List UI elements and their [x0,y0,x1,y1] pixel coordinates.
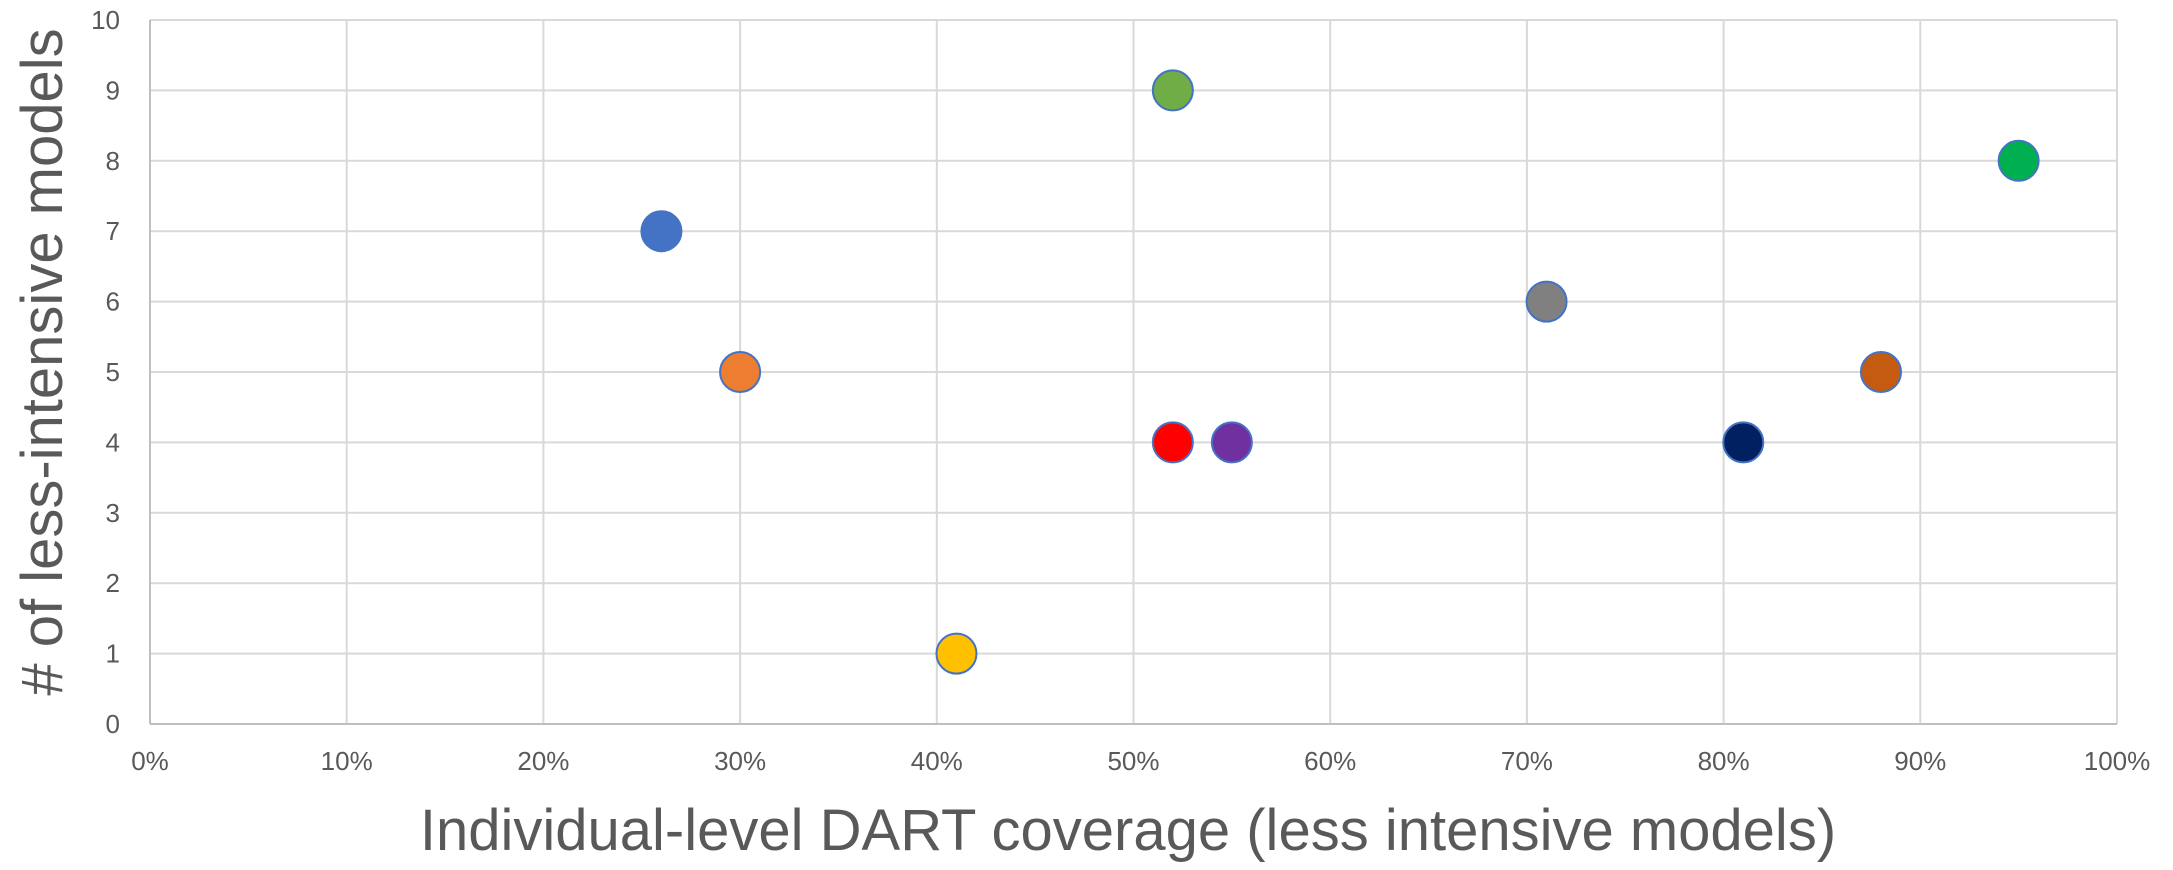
data-points [640,69,2040,675]
x-tick-label: 10% [321,746,373,776]
x-tick-label: 70% [1501,746,1553,776]
axes [149,20,2117,725]
y-tick-label: 5 [106,357,120,387]
x-tick-label: 90% [1894,746,1946,776]
data-point [719,351,762,393]
x-tick-label: 20% [517,746,569,776]
data-point [1525,280,1568,323]
y-tick-label: 6 [106,287,120,317]
y-tick-label: 4 [106,427,120,457]
y-axis-title: # of less-intensive models [10,28,75,695]
y-tick-label: 2 [106,568,120,598]
x-tick-label: 50% [1107,746,1159,776]
y-tick-label: 0 [106,709,120,739]
x-tick-label: 30% [714,746,766,776]
data-point [935,632,978,675]
y-tick-label: 9 [106,75,120,105]
x-tick-label: 40% [911,746,963,776]
x-tick-label: 60% [1304,746,1356,776]
y-tick-label: 8 [106,146,120,176]
gridlines [150,19,2118,724]
data-point [1859,351,1902,393]
y-tick-label: 1 [106,639,120,669]
data-point [640,210,683,253]
y-tick-label: 3 [106,498,120,528]
data-point [1151,69,1194,112]
x-tick-label: 80% [1698,746,1750,776]
data-point [1997,139,2040,182]
x-tick-label: 0% [131,746,169,776]
y-tick-label: 7 [106,216,120,246]
x-tick-labels: 0% 10% 20% 30% 40% 50% 60% 70% 80% 90% 100% [131,746,2150,776]
data-point [1210,421,1253,464]
y-tick-labels: 0 1 2 3 4 5 6 7 8 9 10 [91,5,120,739]
data-point [1151,421,1194,464]
x-axis-title: Individual-level DART coverage (less int… [420,798,1836,863]
data-point [1722,421,1765,464]
x-tick-label: 100% [2084,746,2151,776]
y-tick-label: 10 [91,5,120,35]
